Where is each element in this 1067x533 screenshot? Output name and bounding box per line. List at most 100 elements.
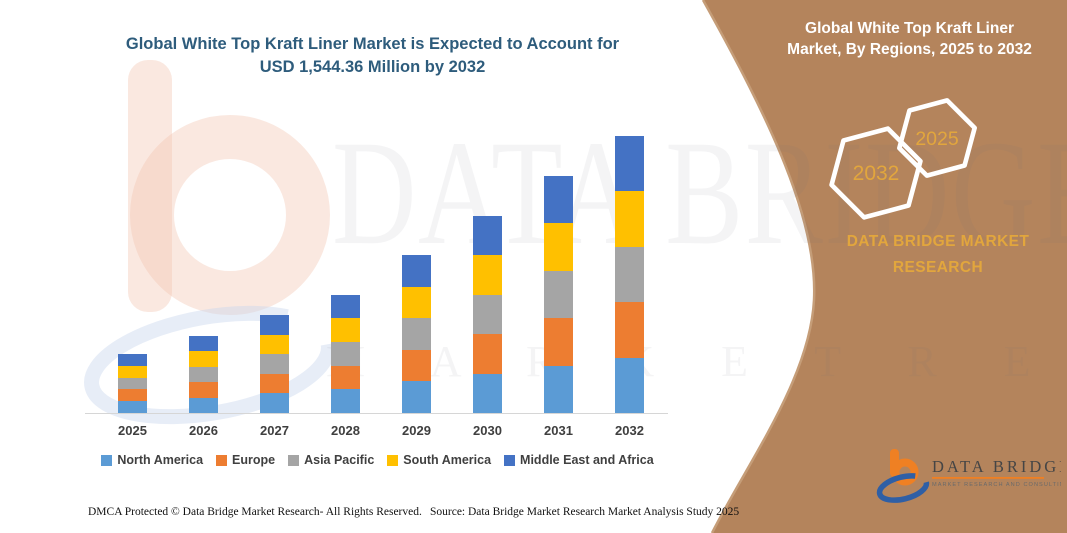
bar-2028 <box>331 294 360 413</box>
bar-2031-segment-south-america <box>544 223 573 271</box>
databridge-logo-tagline: MARKET RESEARCH AND CONSULTING <box>932 482 1061 488</box>
bar-2032-segment-europe <box>615 302 644 358</box>
brand-text-line2: RESEARCH <box>892 259 984 276</box>
legend-swatch-south-america <box>387 454 399 466</box>
side-panel-shape <box>703 0 1067 533</box>
x-axis-label-2028: 2028 <box>331 423 360 438</box>
x-axis-label-2027: 2027 <box>260 423 289 438</box>
legend-item-europe: Europe <box>216 453 275 467</box>
bar-2032-segment-north-america <box>615 357 644 413</box>
legend-item-middle-east-and-africa: Middle East and Africa <box>504 453 654 467</box>
x-axis-label-2030: 2030 <box>473 423 502 438</box>
hexagon-2032-label: 2032 <box>853 162 900 185</box>
side-panel-title: Global White Top Kraft Liner Market, By … <box>762 18 1057 60</box>
bar-2026-segment-north-america <box>189 397 218 413</box>
legend-item-asia-pacific: Asia Pacific <box>288 453 374 467</box>
bar-2027 <box>260 315 289 413</box>
bar-2029-segment-south-america <box>402 286 431 319</box>
watermark-text-market-research: M A R K E T R E S E A R C H <box>326 337 1067 386</box>
bar-2031 <box>544 176 573 413</box>
bar-2025-segment-south-america <box>118 365 147 378</box>
bar-2026-segment-south-america <box>189 351 218 367</box>
chart-title: Global White Top Kraft Liner Market is E… <box>85 33 660 79</box>
bar-2025-segment-north-america <box>118 401 147 413</box>
bar-2031-segment-north-america <box>544 365 573 413</box>
chart-title-line2: USD 1,544.36 Million by 2032 <box>259 58 486 76</box>
bar-2027-segment-north-america <box>260 393 289 413</box>
watermark-text-databridge: DATA BRIDGE <box>332 110 1067 276</box>
bar-2031-segment-middle-east-and-africa <box>544 176 573 224</box>
bar-2030-segment-europe <box>473 334 502 374</box>
x-axis-line <box>85 413 668 414</box>
databridge-logo: DATA BRIDGE MARKET RESEARCH AND CONSULTI… <box>876 449 1061 503</box>
legend-swatch-asia-pacific <box>288 454 300 466</box>
bar-2026-segment-europe <box>189 382 218 398</box>
bar-2029-segment-middle-east-and-africa <box>402 255 431 287</box>
hexagon-2032: 2032 <box>829 126 923 220</box>
bar-2028-segment-south-america <box>331 318 360 342</box>
legend-swatch-middle-east-and-africa <box>504 454 516 466</box>
databridge-logo-name: DATA BRIDGE <box>932 457 1061 476</box>
brand-text: DATA BRIDGE MARKET RESEARCH <box>828 229 1048 281</box>
bar-2026 <box>189 336 218 413</box>
footer-source-text: Source: Data Bridge Market Research Mark… <box>430 506 740 518</box>
legend-label-asia-pacific: Asia Pacific <box>304 453 375 467</box>
bar-2030-segment-north-america <box>473 373 502 413</box>
chart-legend: North America Europe Asia Pacific South Ame… <box>85 453 670 467</box>
bar-2027-segment-europe <box>260 373 289 394</box>
bar-2028-segment-middle-east-and-africa <box>331 294 360 319</box>
watermark-logo-icon <box>84 60 336 425</box>
bar-2025-segment-middle-east-and-africa <box>118 354 147 366</box>
bar-2027-segment-south-america <box>260 334 289 355</box>
bar-2025-segment-asia-pacific <box>118 377 147 390</box>
stacked-bar-plot <box>90 135 670 413</box>
bar-2028-segment-north-america <box>331 389 360 413</box>
legend-label-middle-east-and-africa: Middle East and Africa <box>520 453 654 467</box>
bar-2027-segment-middle-east-and-africa <box>260 315 289 335</box>
chart-title-line1: Global White Top Kraft Liner Market is E… <box>125 35 620 53</box>
bar-2029-segment-europe <box>402 349 431 382</box>
bar-2025-segment-europe <box>118 389 147 402</box>
bar-2026-segment-asia-pacific <box>189 366 218 383</box>
bar-2029 <box>402 255 431 413</box>
legend-label-north-america: North America <box>117 453 204 467</box>
x-axis-labels: 2025 2026 2027 2028 2029 2030 2031 2032 <box>90 423 670 441</box>
bar-2027-segment-asia-pacific <box>260 354 289 374</box>
logo-underline <box>932 477 1044 479</box>
bar-2032-segment-south-america <box>615 191 644 247</box>
databridge-logo-icon <box>876 449 930 503</box>
hexagon-2025-label: 2025 <box>915 128 959 150</box>
legend-swatch-europe <box>216 454 228 466</box>
side-panel-title-line2: Market, By Regions, 2025 to 2032 <box>787 41 1032 58</box>
bar-2028-segment-europe <box>331 365 360 390</box>
brand-text-line1: DATA BRIDGE MARKET <box>846 233 1030 250</box>
side-panel-edge-highlight <box>701 0 816 533</box>
bar-2029-segment-north-america <box>402 381 431 413</box>
bar-2031-segment-asia-pacific <box>544 270 573 319</box>
x-axis-label-2029: 2029 <box>402 423 431 438</box>
x-axis-label-2031: 2031 <box>544 423 573 438</box>
bar-2030-segment-asia-pacific <box>473 294 502 334</box>
legend-label-europe: Europe <box>232 453 276 467</box>
bar-2026-segment-middle-east-and-africa <box>189 336 218 352</box>
hexagon-2025: 2025 <box>897 98 977 178</box>
hexagon-badges: 2032 2025 <box>829 98 977 220</box>
bar-2030-segment-south-america <box>473 255 502 295</box>
bar-2032-segment-asia-pacific <box>615 246 644 303</box>
side-panel-title-line1: Global White Top Kraft Liner <box>805 20 1014 37</box>
bar-2032 <box>615 136 644 413</box>
legend-swatch-north-america <box>101 454 113 466</box>
bar-2032-segment-middle-east-and-africa <box>615 136 644 192</box>
bar-2025 <box>118 354 147 413</box>
x-axis-label-2025: 2025 <box>118 423 147 438</box>
bar-2031-segment-europe <box>544 318 573 366</box>
footer-dmca-text: DMCA Protected © Data Bridge Market Rese… <box>88 506 422 518</box>
x-axis-label-2032: 2032 <box>615 423 644 438</box>
legend-label-south-america: South America <box>403 453 492 467</box>
legend-item-north-america: North America <box>101 453 203 467</box>
bar-2028-segment-asia-pacific <box>331 341 360 366</box>
bar-2030 <box>473 215 502 413</box>
x-axis-label-2026: 2026 <box>189 423 218 438</box>
